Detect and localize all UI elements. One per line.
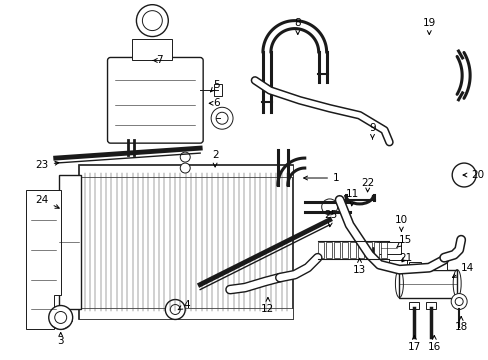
Bar (377, 242, 401, 254)
Circle shape (165, 300, 185, 319)
Bar (434, 262, 447, 270)
Circle shape (451, 163, 475, 187)
Bar (317, 242, 323, 258)
Text: 6: 6 (209, 98, 220, 108)
Bar (426, 302, 435, 310)
Circle shape (264, 85, 270, 91)
Bar (357, 242, 363, 258)
Bar (373, 242, 379, 258)
Text: 12: 12 (261, 297, 274, 315)
Text: 11: 11 (346, 189, 359, 206)
Circle shape (216, 112, 227, 124)
Text: 18: 18 (454, 316, 467, 332)
Text: 25: 25 (324, 210, 337, 227)
Text: 4: 4 (178, 300, 189, 310)
Circle shape (55, 311, 66, 323)
Text: 23: 23 (36, 160, 59, 170)
Text: 13: 13 (352, 258, 366, 275)
Bar (388, 260, 407, 268)
Text: 17: 17 (407, 336, 420, 352)
Bar (325, 242, 331, 258)
Circle shape (49, 306, 73, 329)
Circle shape (378, 125, 384, 131)
Bar (79, 165, 292, 319)
Text: 2: 2 (211, 150, 218, 167)
Text: 7: 7 (153, 55, 162, 66)
Bar (79, 307, 292, 319)
Text: 24: 24 (36, 195, 59, 208)
Text: 10: 10 (394, 215, 407, 231)
Bar (349, 242, 355, 258)
Text: 5: 5 (210, 80, 220, 92)
Bar (341, 242, 347, 258)
Circle shape (368, 248, 376, 256)
Circle shape (180, 152, 190, 162)
Text: 1: 1 (303, 173, 339, 183)
Circle shape (211, 107, 233, 129)
Text: 8: 8 (294, 18, 301, 35)
Bar (408, 262, 421, 270)
Text: 14: 14 (451, 263, 473, 278)
Bar (399, 270, 456, 298)
Circle shape (450, 293, 466, 310)
Bar (79, 165, 292, 177)
Text: 3: 3 (57, 333, 64, 346)
Bar (408, 302, 419, 310)
Bar (132, 39, 172, 60)
Text: 21: 21 (398, 253, 411, 263)
Text: 9: 9 (368, 123, 375, 139)
Circle shape (180, 163, 190, 173)
Circle shape (170, 305, 180, 315)
Circle shape (136, 5, 168, 37)
Bar (365, 242, 371, 258)
Text: 20: 20 (462, 170, 483, 180)
Text: 15: 15 (396, 235, 411, 248)
Circle shape (321, 199, 337, 215)
Circle shape (142, 11, 162, 31)
Polygon shape (26, 190, 61, 329)
Circle shape (454, 298, 462, 306)
Bar (381, 242, 386, 258)
Bar (214, 84, 222, 96)
Bar (333, 242, 339, 258)
Text: 16: 16 (427, 336, 440, 352)
Text: 19: 19 (422, 18, 435, 35)
FancyBboxPatch shape (107, 58, 203, 143)
Bar (59, 175, 81, 310)
Text: 22: 22 (361, 178, 374, 192)
